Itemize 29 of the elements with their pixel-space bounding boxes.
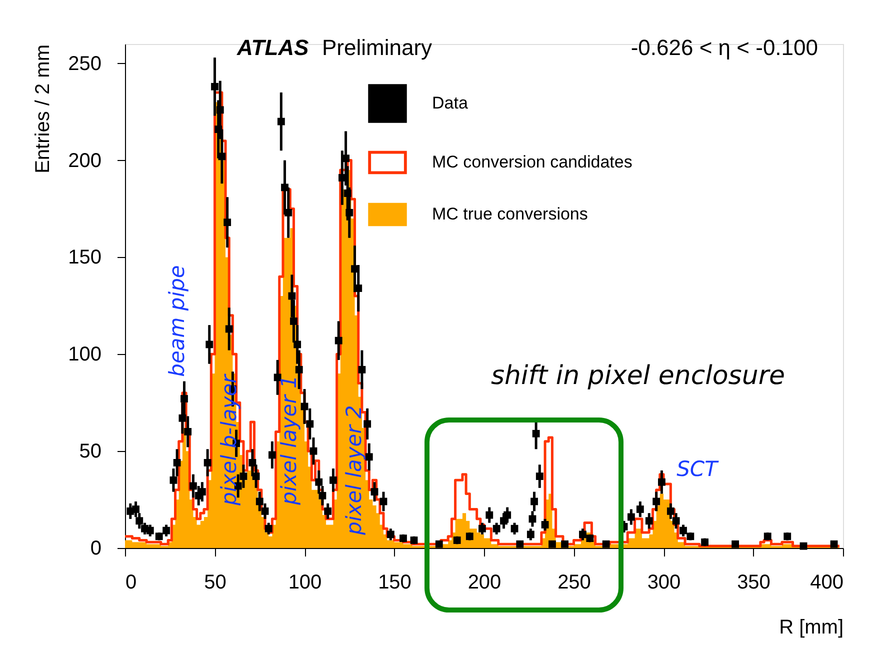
x-tick-label: 200 (468, 572, 502, 594)
x-axis-title: R [mm] (779, 616, 844, 638)
annotation: ATLAS (236, 35, 310, 60)
y-tick-label: 0 (90, 538, 102, 560)
legend-label: MC true conversions (432, 204, 588, 224)
x-tick-label: 50 (204, 572, 226, 594)
annotation: shift in pixel enclosure (490, 361, 786, 391)
annotation: -0.626 < η < -0.100 (630, 35, 818, 60)
annotation: pixel layer 2 (342, 405, 366, 536)
y-tick-label: 200 (68, 150, 102, 172)
y-tick-label: 250 (68, 52, 102, 75)
annotation: Preliminary (322, 35, 432, 60)
x-tick-label: 300 (647, 572, 681, 594)
annotation: beam pipe (165, 265, 189, 377)
y-tick-label: 50 (79, 440, 102, 463)
annotation: SCT (676, 457, 720, 481)
x-tick-label: 350 (737, 572, 770, 594)
x-tick-label: 400 (810, 572, 844, 594)
x-tick-label: 250 (558, 572, 591, 594)
x-tick-label: 0 (126, 572, 137, 594)
x-tick-label: 150 (378, 572, 412, 594)
annotation: pixel layer 1 (277, 375, 301, 506)
annotation: pixel b-layer (217, 373, 241, 506)
x-tick-label: 100 (288, 572, 322, 594)
legend-label: Data (432, 94, 468, 112)
y-tick-label: 150 (68, 246, 102, 269)
y-axis-title: Entries / 2 mm (32, 44, 54, 174)
y-tick-label: 100 (68, 344, 102, 366)
legend-label: MC conversion candidates (432, 152, 632, 172)
